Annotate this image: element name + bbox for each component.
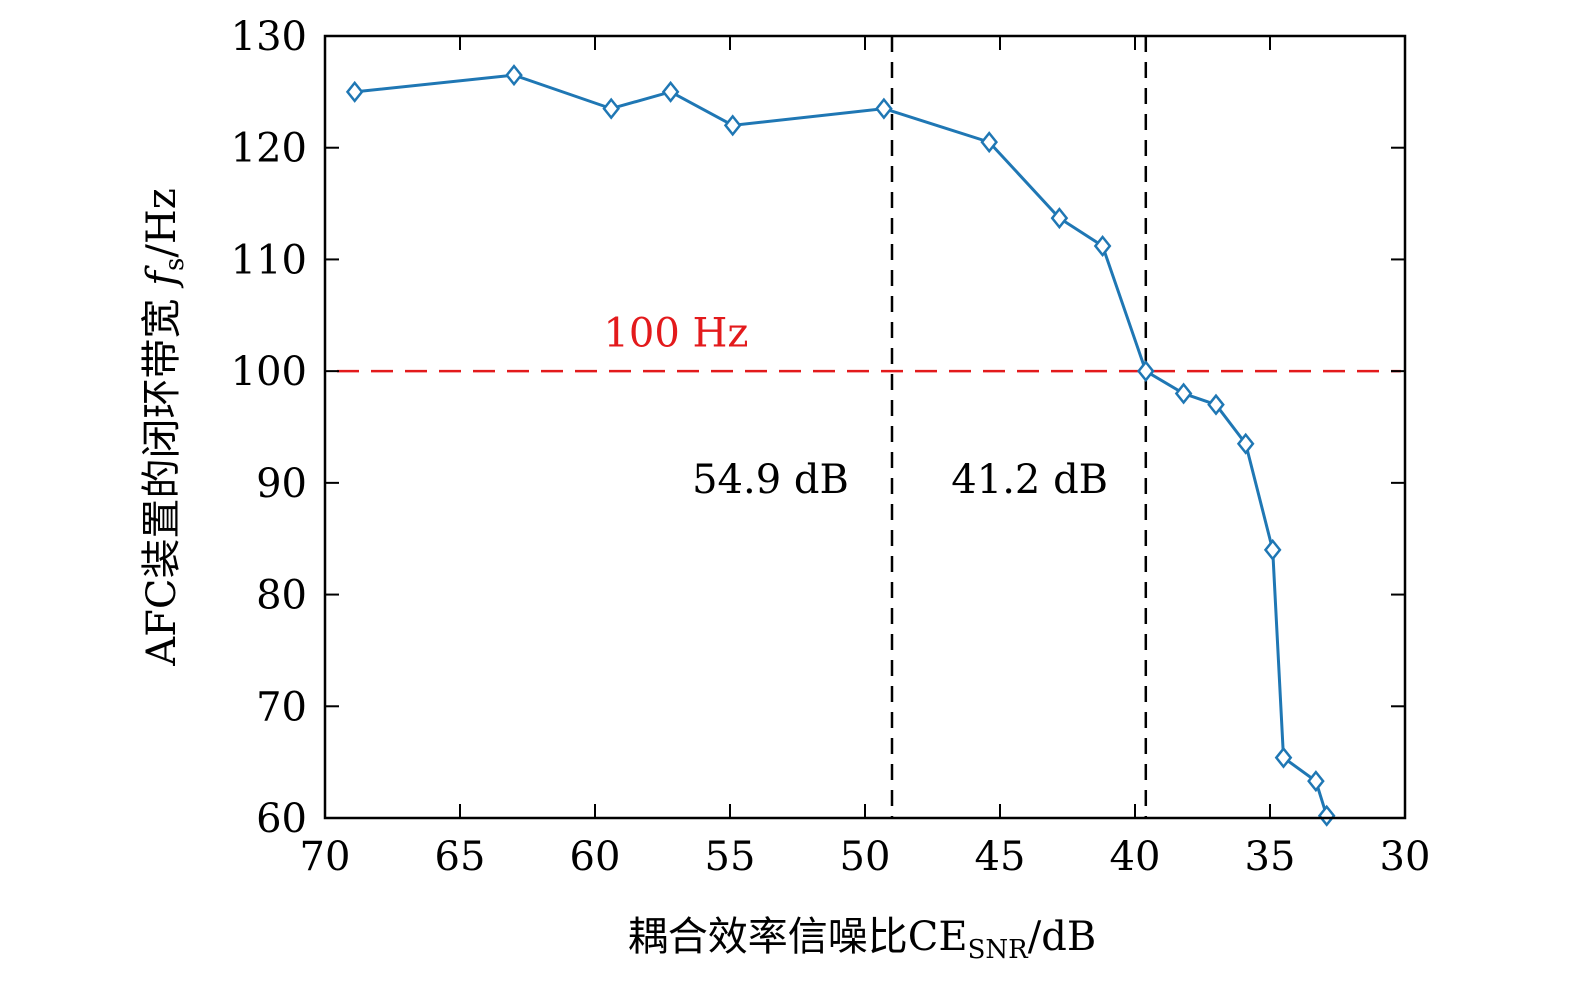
data-point bbox=[1093, 235, 1112, 258]
reference-lines bbox=[337, 36, 1401, 818]
data-point bbox=[1263, 538, 1282, 561]
data-point bbox=[1136, 360, 1155, 383]
x-tick-label: 70 bbox=[300, 834, 351, 880]
y-axis-title: AFC装置的闭环带宽 fs/Hz bbox=[139, 188, 190, 667]
data-point bbox=[723, 114, 742, 137]
data-point bbox=[980, 131, 999, 154]
x-axis-title-sub: SNR bbox=[968, 935, 1030, 965]
data-point bbox=[602, 97, 621, 120]
y-tick-label: 120 bbox=[231, 126, 307, 172]
x-tick-label: 30 bbox=[1380, 834, 1431, 880]
series-line bbox=[354, 73, 1329, 817]
x-axis-title: 耦合效率信噪比CESNR/dB bbox=[628, 914, 1096, 965]
x-tick-label: 55 bbox=[705, 834, 756, 880]
data-point bbox=[345, 80, 364, 103]
y-tick-label: 110 bbox=[231, 237, 307, 283]
y-axis-title-main: AFC装置的闭环带宽 bbox=[139, 286, 185, 667]
data-point bbox=[875, 97, 893, 120]
x-tick-label: 60 bbox=[570, 834, 621, 880]
data-point bbox=[1317, 804, 1336, 827]
data-point bbox=[1274, 746, 1293, 769]
y-tick-label: 80 bbox=[256, 573, 307, 619]
data-point bbox=[1307, 770, 1325, 793]
data-point bbox=[661, 80, 680, 103]
data-point bbox=[505, 64, 523, 87]
data-point bbox=[1207, 393, 1225, 416]
x-tick-label: 65 bbox=[435, 834, 486, 880]
y-tick-label: 60 bbox=[256, 796, 307, 842]
x-axis-title-unit: /dB bbox=[1028, 914, 1096, 960]
y-axis-title-unit: /Hz bbox=[139, 188, 185, 257]
y-tick-label: 70 bbox=[256, 684, 307, 730]
x-tick-label: 40 bbox=[1110, 834, 1161, 880]
annotation-label: 41.2 dB bbox=[951, 457, 1108, 503]
x-axis-title-main: 耦合效率信噪比CE bbox=[628, 914, 968, 960]
x-tick-label: 45 bbox=[975, 834, 1026, 880]
annotation-label: 54.9 dB bbox=[692, 457, 849, 503]
series-layer bbox=[345, 64, 1336, 827]
x-tick-label: 50 bbox=[840, 834, 891, 880]
data-point bbox=[1236, 432, 1255, 455]
x-tick-label: 35 bbox=[1245, 834, 1296, 880]
y-tick-label: 90 bbox=[256, 461, 307, 507]
y-tick-label: 100 bbox=[231, 349, 307, 395]
annotation-label: 100 Hz bbox=[603, 311, 748, 357]
annotations: 100 Hz 54.9 dB 41.2 dB bbox=[603, 311, 1108, 503]
data-point bbox=[1174, 382, 1193, 405]
plot-frame bbox=[323, 34, 1407, 820]
y-tick-label: 130 bbox=[231, 14, 307, 60]
data-point bbox=[1050, 207, 1069, 230]
y-axis-title-sub: s bbox=[160, 258, 190, 271]
